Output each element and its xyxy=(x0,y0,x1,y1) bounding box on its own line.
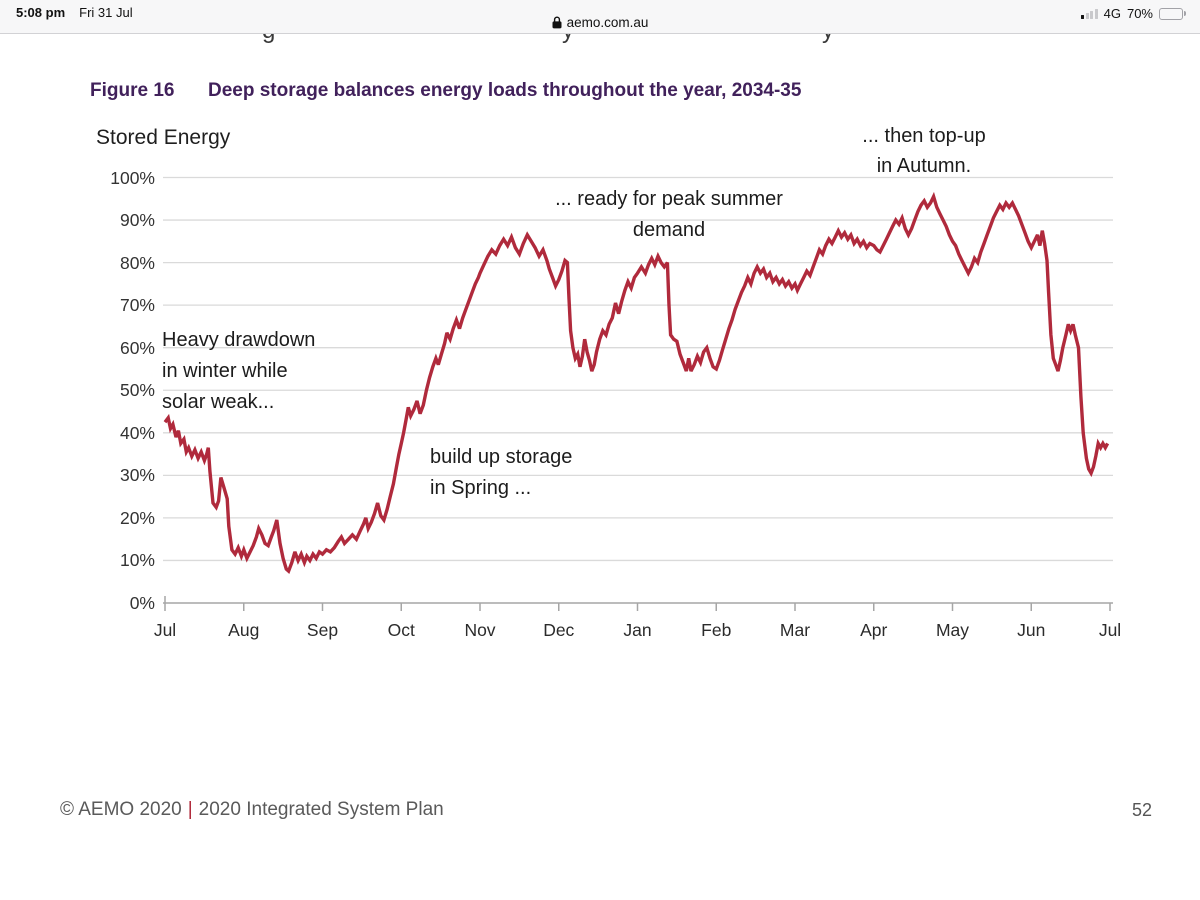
url-bar[interactable]: aemo.com.au xyxy=(530,12,670,32)
y-axis-label: 60% xyxy=(119,337,155,358)
x-axis-label: Sep xyxy=(306,620,339,640)
y-axis-label: 0% xyxy=(129,593,155,613)
x-axis-label: Jan xyxy=(623,620,652,640)
y-axis-label: 90% xyxy=(119,210,155,231)
x-axis-label: Jul xyxy=(1098,620,1122,640)
x-axis-label: Oct xyxy=(387,620,415,640)
annotation-winter-drawdown: Heavy drawdown in winter while solar wea… xyxy=(162,329,316,413)
figure-number: Figure 16 xyxy=(90,80,175,101)
x-axis-label: Dec xyxy=(543,620,575,640)
footer-separator: | xyxy=(187,799,193,820)
annotation-autumn-topup: ... then top-up in Autumn. xyxy=(862,125,986,177)
figure-caption: Deep storage balances energy loads throu… xyxy=(208,80,802,101)
clipped-text-fragment: gyy xyxy=(0,34,1200,45)
chart-title: Stored Energy xyxy=(96,126,231,149)
url-text: aemo.com.au xyxy=(566,14,649,30)
y-axis-label: 20% xyxy=(119,507,155,528)
annotation-spring-buildup: build up storage in Spring ... xyxy=(430,446,573,499)
battery-percent-label: 70% xyxy=(1126,6,1153,21)
y-axis-label: 30% xyxy=(119,465,155,486)
status-bar: 5:08 pm Fri 31 Jul aemo.com.au 4G 70% xyxy=(0,0,1200,34)
y-axis-label: 100% xyxy=(110,167,155,188)
cellular-signal-icon xyxy=(1081,8,1098,19)
x-axis-label: Jul xyxy=(153,620,177,640)
lock-icon xyxy=(552,16,562,29)
x-axis-label: May xyxy=(935,620,970,640)
x-axis-label: Nov xyxy=(464,620,496,640)
y-axis-label: 10% xyxy=(119,550,155,571)
y-axis-label: 40% xyxy=(119,422,155,443)
status-right: 4G 70% xyxy=(1081,6,1186,21)
footer-copyright: © AEMO 2020 | 2020 Integrated System Plan xyxy=(60,799,444,820)
x-axis-label: Feb xyxy=(701,620,732,640)
status-time: 5:08 pm xyxy=(16,5,66,20)
page-number: 52 xyxy=(1131,800,1152,820)
annotation-summer-demand: ... ready for peak summer demand xyxy=(555,188,783,241)
status-left: 5:08 pm Fri 31 Jul xyxy=(16,5,133,20)
figure-title: Figure 16 Deep storage balances energy l… xyxy=(90,80,801,102)
network-type-label: 4G xyxy=(1103,6,1121,21)
status-date: Fri 31 Jul xyxy=(79,5,133,20)
x-axis-label: Apr xyxy=(860,620,888,640)
battery-icon xyxy=(1159,7,1186,20)
y-axis-label: 50% xyxy=(119,380,155,401)
x-axis-label: Mar xyxy=(779,620,811,640)
x-axis-label: Jun xyxy=(1017,620,1046,640)
y-axis-label: 80% xyxy=(119,252,155,273)
y-axis-label: 70% xyxy=(119,295,155,316)
x-axis-label: Aug xyxy=(228,620,260,640)
